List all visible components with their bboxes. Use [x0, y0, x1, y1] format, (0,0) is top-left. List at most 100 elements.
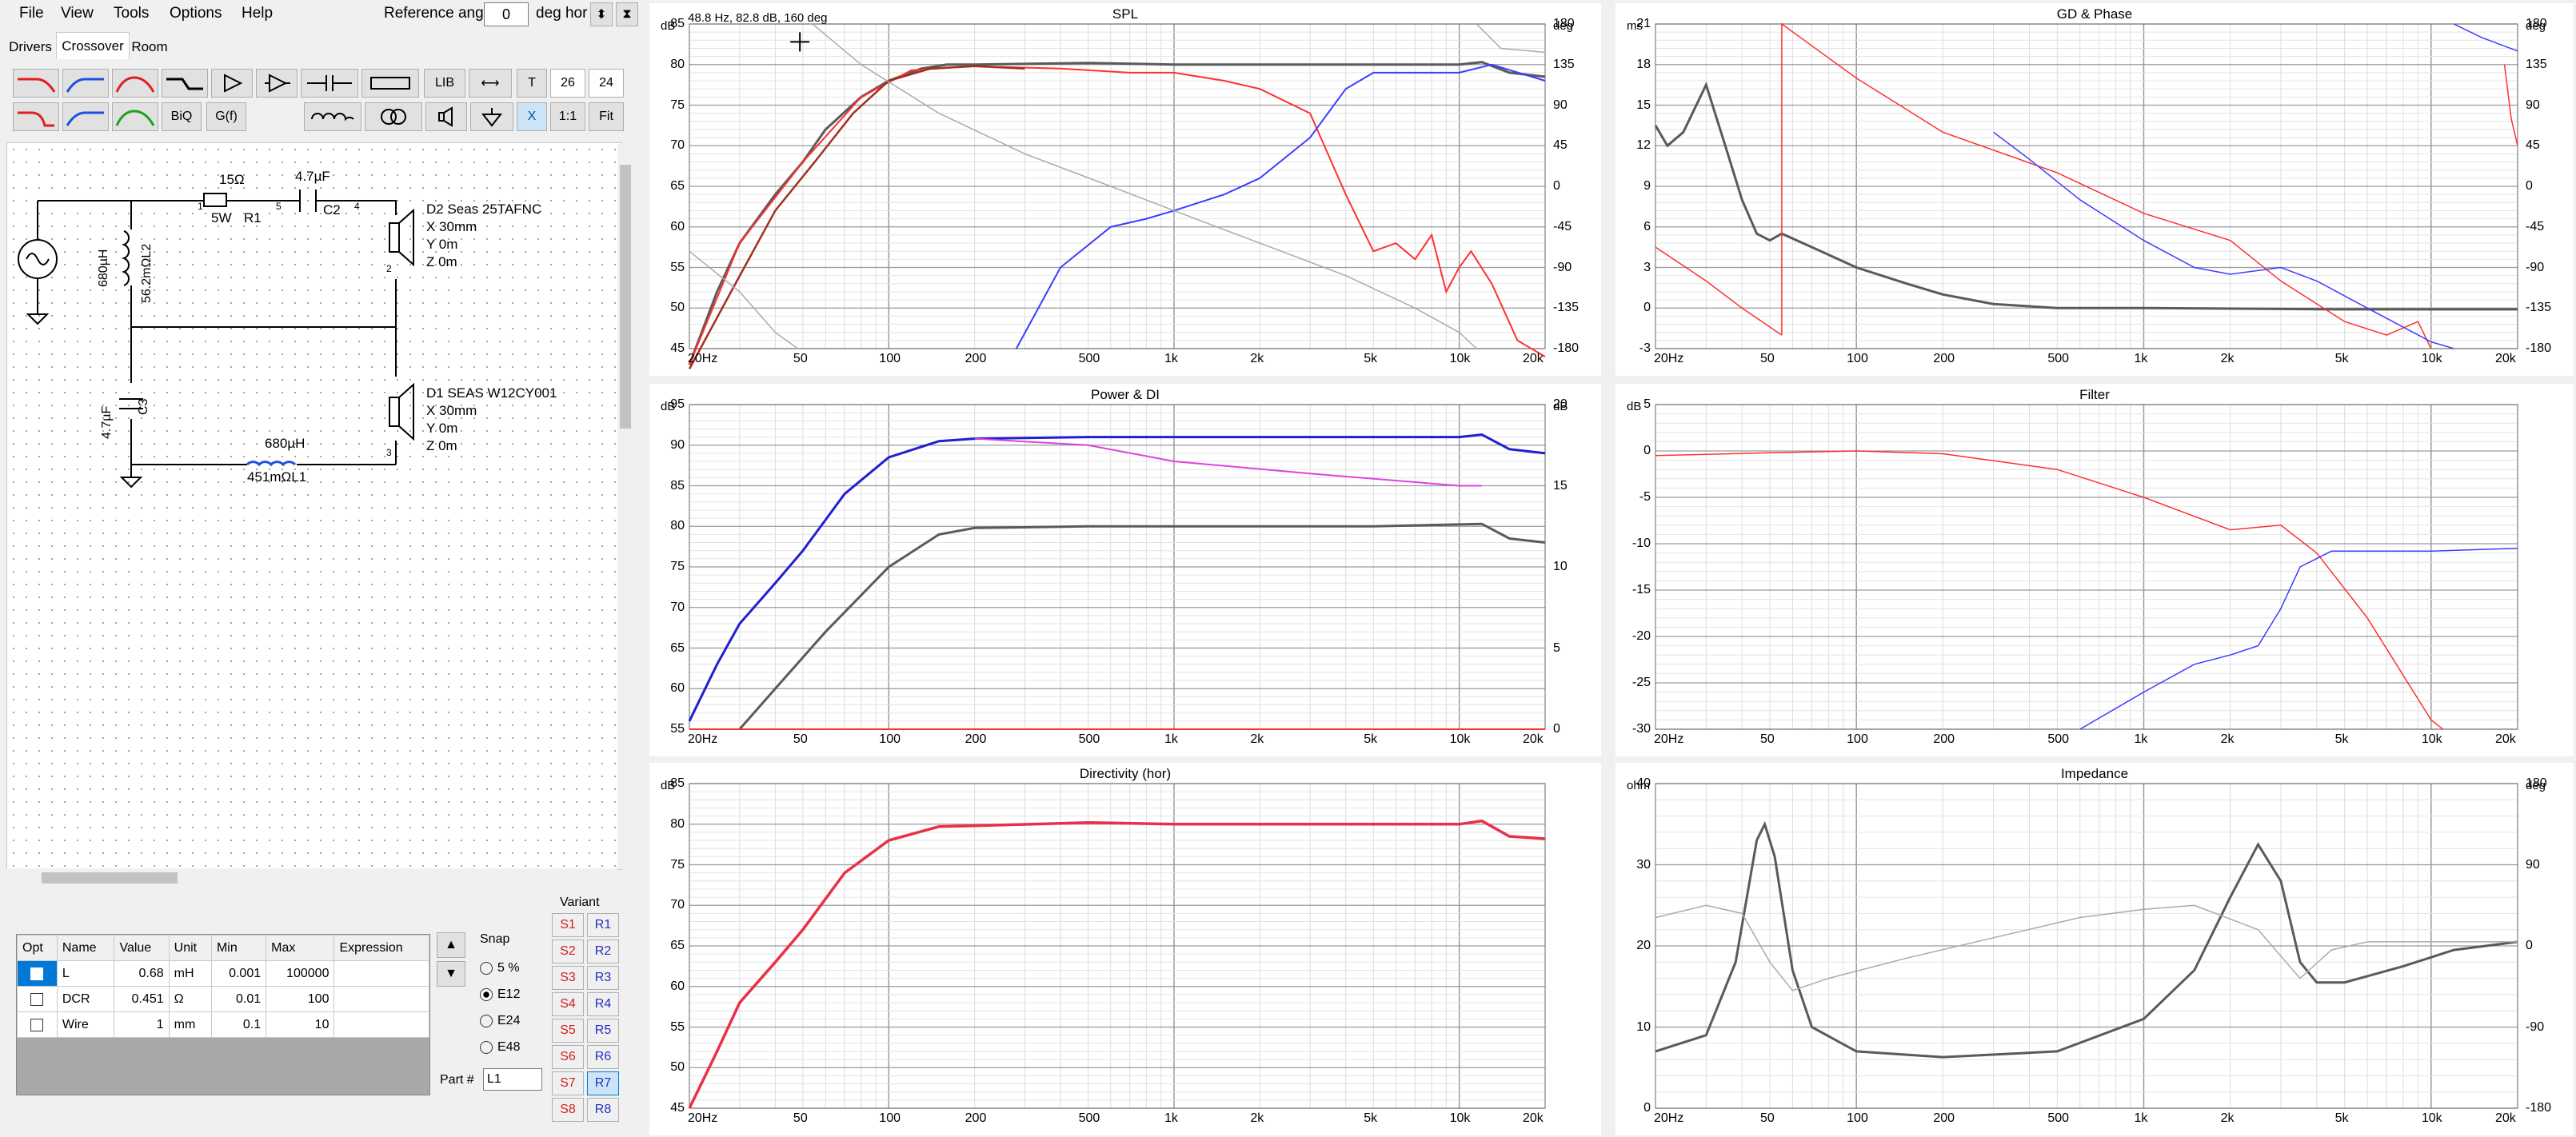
part-expression[interactable] [333, 986, 429, 1012]
variant-r-button[interactable]: R6 [587, 1045, 619, 1069]
part-max[interactable]: 100 [266, 986, 335, 1012]
chart-plot-area[interactable] [1615, 3, 2574, 376]
part-value[interactable]: 1 [114, 1011, 170, 1038]
resistor-icon[interactable] [361, 69, 419, 98]
vscroll-thumb[interactable] [620, 165, 631, 429]
opt-checkbox[interactable] [17, 986, 58, 1012]
variant-r-button[interactable]: R8 [587, 1098, 619, 1122]
chart-plot-area[interactable] [649, 3, 1601, 376]
grid-26-input[interactable]: 26 [550, 69, 585, 98]
y-tick-label: 60 [670, 219, 685, 233]
ground-icon[interactable] [470, 102, 513, 131]
chart-imp[interactable]: Impedance 40 30 20 10 0 ohm 180 90 0 -90 -180 deg 20H… [1615, 763, 2574, 1135]
variant-s-button[interactable]: S5 [552, 1019, 584, 1043]
table-row[interactable]: DCR 0.451 Ω 0.01 100 [17, 986, 429, 1012]
chart-title: Impedance [2060, 766, 2129, 781]
play-icon[interactable] [211, 69, 253, 98]
part-number-input[interactable]: L1 [483, 1068, 542, 1091]
variant-r-button[interactable]: R3 [587, 966, 619, 990]
variant-s-button[interactable]: S8 [552, 1098, 584, 1122]
opt-checkbox[interactable] [17, 960, 58, 987]
table-row[interactable]: Wire 1 mm 0.1 10 [17, 1011, 429, 1038]
bandpass-green-icon[interactable] [112, 102, 158, 131]
variant-s-button[interactable]: S2 [552, 940, 584, 963]
biq-button[interactable]: BiQ [162, 102, 202, 131]
chart-power[interactable]: Power & DI 95 90 85 80 75 70 65 60 55 dB 20 15 10 5 0 dB… [649, 384, 1601, 756]
opt-checkbox[interactable] [17, 1011, 58, 1038]
part-max[interactable]: 10 [266, 1011, 335, 1038]
highpass-blue2-icon[interactable] [62, 102, 109, 131]
zoom-fit-button[interactable]: Fit [589, 102, 624, 131]
chart-spl[interactable]: SPL 85 80 75 70 65 60 55 50 45 dB 180 135 90 45 0 -45 -90… [649, 3, 1601, 376]
tab-crossover[interactable]: Crossover [56, 32, 130, 59]
angle-spin-icon[interactable]: ⬍ [590, 2, 613, 26]
gf-button[interactable]: G(f) [206, 102, 246, 131]
part-min[interactable]: 0.001 [210, 960, 267, 987]
part-value[interactable]: 0.451 [114, 986, 170, 1012]
highpass-blue-icon[interactable] [62, 69, 109, 98]
menu-file[interactable]: File [19, 5, 44, 22]
schematic-vscroll[interactable] [617, 144, 633, 868]
variant-r-button[interactable]: R2 [587, 940, 619, 963]
bandpass-red-icon[interactable] [112, 69, 158, 98]
menu-help[interactable]: Help [242, 5, 274, 22]
variant-s-button[interactable]: S6 [552, 1045, 584, 1069]
angle-reset-icon[interactable]: ⧗ [616, 2, 638, 26]
variant-r-button[interactable]: R5 [587, 1019, 619, 1043]
hscroll-thumb[interactable] [42, 872, 178, 884]
zoom-1-1-button[interactable]: 1:1 [550, 102, 585, 131]
transformer-icon[interactable] [365, 102, 422, 131]
menu-options[interactable]: Options [170, 5, 222, 22]
x-toggle-button[interactable]: X [517, 102, 547, 131]
amplifier-icon[interactable] [256, 69, 298, 98]
part-expression[interactable] [333, 960, 429, 987]
capacitor-icon[interactable] [301, 69, 358, 98]
menu-tools[interactable]: Tools [114, 5, 150, 22]
driver-d1-info[interactable]: D1 SEAS W12CY001 X 30mm Y 0m Z 0m [426, 385, 557, 455]
text-button[interactable]: T [517, 69, 547, 98]
move-up-icon[interactable]: ▲ [437, 932, 465, 958]
chart-plot-area[interactable] [1615, 384, 2574, 756]
variant-r-button[interactable]: R7 [587, 1071, 619, 1095]
lowpass-red2-icon[interactable] [13, 102, 59, 131]
lib-button[interactable]: LIB [424, 69, 465, 98]
x-tick-label: 5k [1364, 1111, 1378, 1125]
part-value[interactable]: 0.68 [114, 960, 170, 987]
tab-room[interactable]: Room [131, 39, 168, 54]
lowpass-red-icon[interactable] [13, 69, 59, 98]
chart-plot-area[interactable] [1615, 763, 2574, 1135]
shelf-icon[interactable] [162, 69, 208, 98]
variant-s-button[interactable]: S4 [552, 992, 584, 1016]
tab-drivers[interactable]: Drivers [9, 39, 52, 54]
snap-option-selected[interactable]: E12 [480, 981, 520, 1007]
part-expression[interactable] [333, 1011, 429, 1038]
chart-dir[interactable]: Directivity (hor) 85 80 75 70 65 60 55 50 45 dB 20H… [649, 763, 1601, 1135]
menu-view[interactable]: View [61, 5, 94, 22]
chart-plot-area[interactable] [649, 384, 1601, 756]
snap-option[interactable]: 5 % [480, 955, 520, 981]
variant-r-button[interactable]: R4 [587, 992, 619, 1016]
wire-icon[interactable]: ⟷ [469, 69, 512, 98]
chart-plot-area[interactable] [649, 763, 1601, 1135]
schematic-hscroll[interactable] [6, 868, 617, 888]
variant-s-button[interactable]: S3 [552, 966, 584, 990]
grid-24-input[interactable]: 24 [589, 69, 624, 98]
driver-d2-info[interactable]: D2 Seas 25TAFNC X 30mm Y 0m Z 0m [426, 201, 541, 271]
chart-filter[interactable]: Filter 5 0 -5 -10 -15 -20 -25 -30 dB 20Hz 50 100 200 5… [1615, 384, 2574, 756]
snap-option[interactable]: E24 [480, 1007, 520, 1034]
chart-gd[interactable]: GD & Phase 21 18 15 12 9 6 3 0 -3 ms 180 135 90 45 0 -45… [1615, 3, 2574, 376]
variant-r-button[interactable]: R1 [587, 913, 619, 937]
variant-s-button[interactable]: S7 [552, 1071, 584, 1095]
snap-option[interactable]: E48 [480, 1034, 520, 1060]
move-down-icon[interactable]: ▼ [437, 961, 465, 987]
schematic-canvas[interactable]: 15Ω 5W R1 4.7µF C2 680µH 56.2mΩL2 4.7µF … [6, 142, 622, 870]
part-min[interactable]: 0.1 [210, 1011, 267, 1038]
variant-s-button[interactable]: S1 [552, 913, 584, 937]
inductor-icon[interactable] [304, 102, 361, 131]
part-min[interactable]: 0.01 [210, 986, 267, 1012]
part-max[interactable]: 100000 [266, 960, 335, 987]
reference-angle-input[interactable]: 0 [484, 2, 529, 26]
table-row[interactable]: L 0.68 mH 0.001 100000 [17, 960, 429, 987]
speaker-icon[interactable] [425, 102, 467, 131]
y-unit-label: dB [661, 779, 676, 792]
